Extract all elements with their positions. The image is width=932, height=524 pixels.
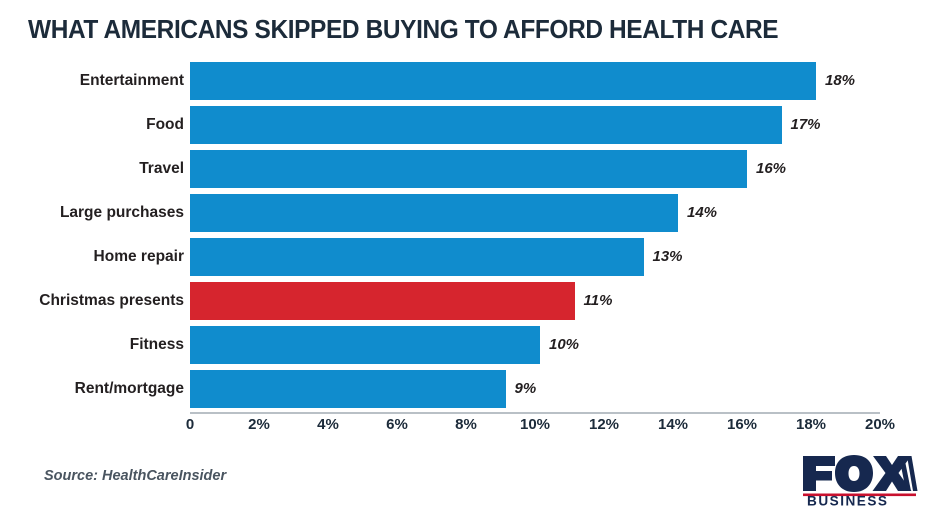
x-axis-tick: 12%: [588, 416, 620, 433]
x-axis-tick: 14%: [657, 416, 689, 433]
category-label: Home repair: [93, 248, 184, 265]
bar: [190, 370, 506, 408]
bar: [190, 326, 540, 364]
x-axis-tick: 2%: [248, 416, 270, 433]
category-label: Christmas presents: [39, 292, 184, 309]
x-axis-tick: 4%: [317, 416, 339, 433]
x-axis-tick: 8%: [455, 416, 477, 433]
x-axis-tick: 16%: [726, 416, 758, 433]
category-label: Travel: [139, 160, 184, 177]
bar: [190, 194, 678, 232]
bar-value-label: 13%: [652, 248, 683, 265]
bar-row: Large purchases 14%: [0, 194, 932, 232]
bar-row: Christmas presents 11%: [0, 282, 932, 320]
plot-area: Entertainment 18% Food 17% Travel 16% Large pu…: [0, 60, 932, 412]
bar-value-label: 11%: [583, 292, 613, 309]
bar-value-label: 18%: [825, 72, 856, 89]
category-label: Food: [146, 116, 184, 133]
bar-row: Travel 16%: [0, 150, 932, 188]
category-label: Fitness: [129, 336, 184, 353]
bar-row: Fitness 10%: [0, 326, 932, 364]
bar: [190, 282, 575, 320]
bar-row: Entertainment 18%: [0, 62, 932, 100]
bar-row: Rent/mortgage 9%: [0, 370, 932, 408]
bar-value-label: 17%: [790, 116, 821, 133]
x-axis-line: [190, 412, 880, 414]
bar: [190, 150, 747, 188]
page-title: WHAT AMERICANS SKIPPED BUYING TO AFFORD …: [28, 14, 779, 44]
x-axis-tick: 20%: [864, 416, 896, 433]
category-label: Large purchases: [59, 204, 184, 221]
source-note: Source: HealthCareInsider: [44, 468, 227, 484]
bar-value-label: 10%: [549, 336, 580, 353]
bar-value-label: 14%: [687, 204, 718, 221]
x-axis-tick: 10%: [519, 416, 551, 433]
x-axis-tick: 6%: [386, 416, 408, 433]
x-axis-tick: 18%: [795, 416, 827, 433]
bar-row: Home repair 13%: [0, 238, 932, 276]
x-axis-tick-labels: 0 2% 4% 6% 8% 10% 12% 14% 16% 18% 20%: [0, 416, 932, 440]
fox-business-logo: BUSINESS: [797, 452, 919, 506]
bar: [190, 106, 782, 144]
bar-row: Food 17%: [0, 106, 932, 144]
bar: [190, 238, 644, 276]
category-label: Entertainment: [79, 72, 184, 89]
x-axis-tick: 0: [185, 416, 195, 433]
category-label: Rent/mortgage: [74, 380, 184, 397]
bar-value-label: 16%: [756, 160, 787, 177]
bar: [190, 62, 816, 100]
svg-text:BUSINESS: BUSINESS: [807, 494, 889, 506]
bar-value-label: 9%: [514, 380, 537, 397]
